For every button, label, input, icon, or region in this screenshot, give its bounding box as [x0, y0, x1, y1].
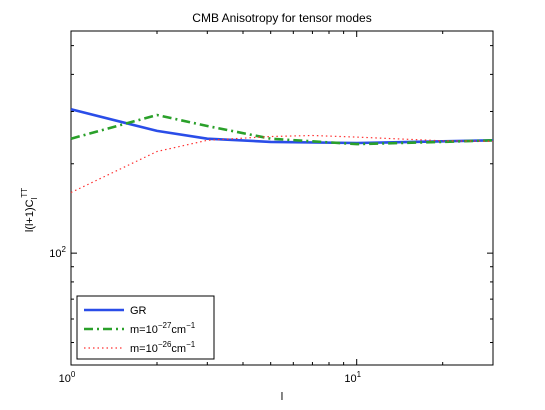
x-tick-label: 100: [59, 370, 76, 385]
legend-label: m=10−27cm−1: [130, 321, 196, 336]
y-tick-label: 102: [49, 245, 66, 260]
y-axis-label: l(l+1)ClTT: [20, 188, 39, 232]
legend: GR m=10−27cm−1 m=10−26cm−1: [76, 295, 215, 360]
series-line-1: [70, 108, 494, 145]
series-line-3: [70, 134, 494, 194]
legend-label: GR: [130, 305, 147, 317]
chart-title: CMB Anisotropy for tensor modes: [192, 11, 371, 25]
x-axis-label: l: [281, 391, 283, 403]
x-tick-label: 101: [344, 370, 361, 385]
series-line-2: [70, 113, 494, 146]
legend-label: m=10−26cm−1: [130, 340, 196, 355]
legend-box: [76, 295, 215, 360]
axis-ticks: 100 101 102: [49, 31, 494, 385]
series-lines: [70, 108, 494, 194]
